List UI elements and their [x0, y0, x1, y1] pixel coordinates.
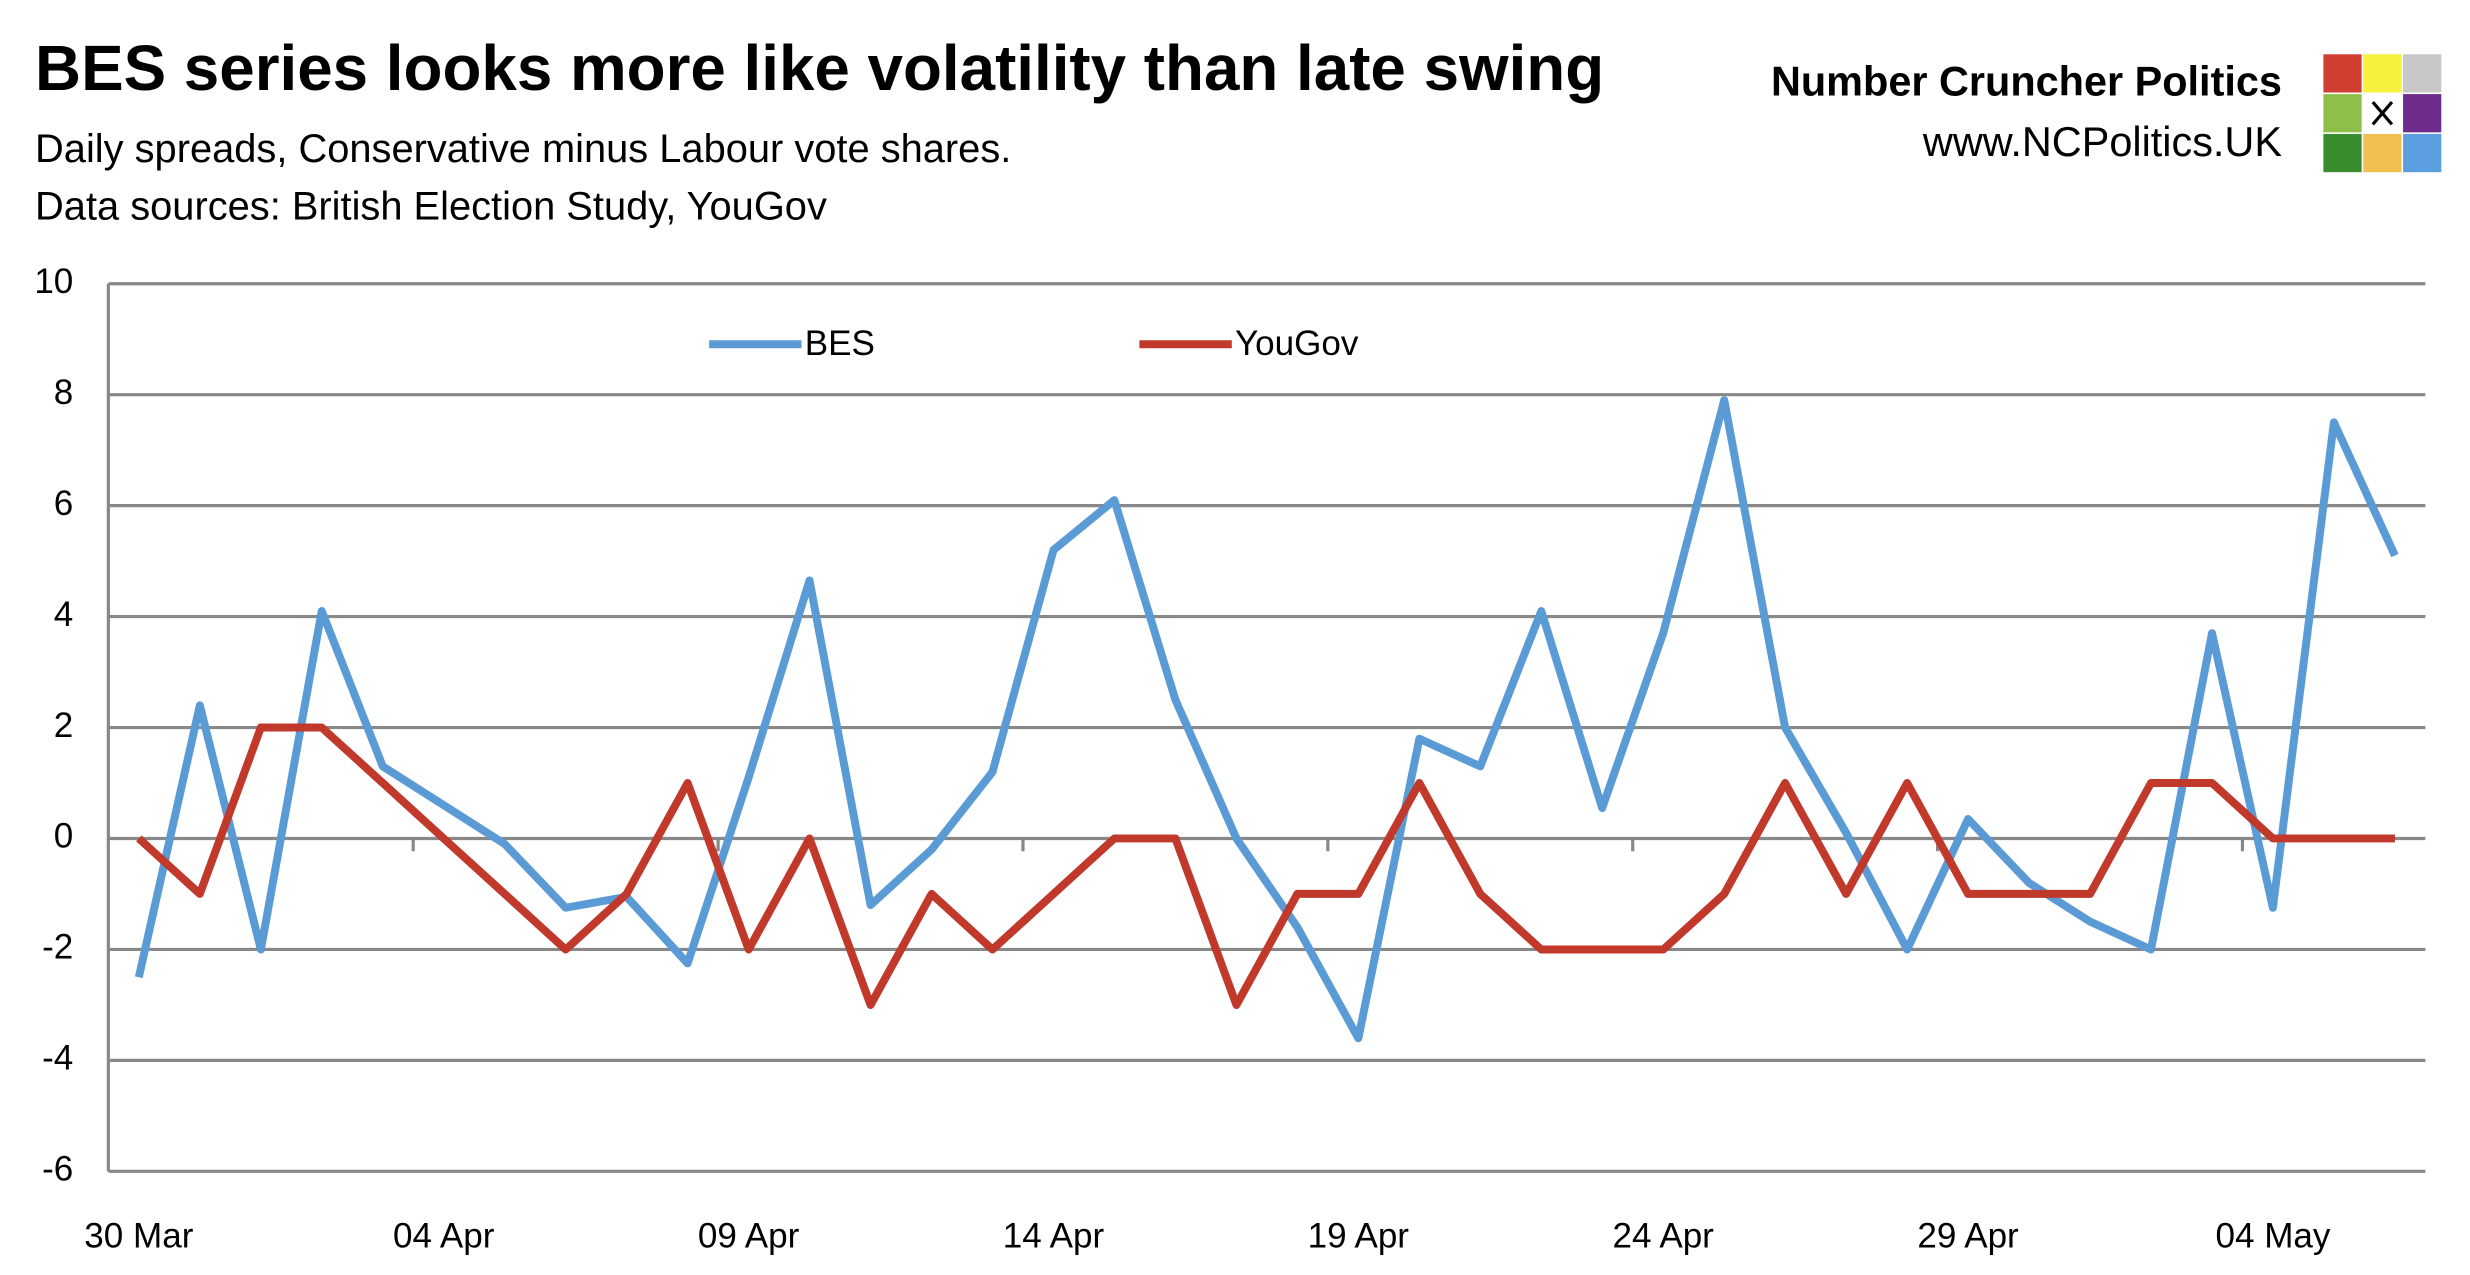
x-tick-label: 09 Apr [698, 1217, 800, 1256]
y-tick-label: -6 [42, 1150, 73, 1189]
x-tick-label: 14 Apr [1003, 1217, 1105, 1256]
logo [2323, 54, 2442, 173]
legend-label: YouGov [1235, 324, 1359, 363]
y-tick-label: 6 [54, 484, 73, 523]
y-tick-label: 2 [54, 706, 73, 745]
x-tick-label: 04 May [2215, 1217, 2330, 1256]
x-tick-label: 29 Apr [1917, 1217, 2019, 1256]
y-tick-label: 8 [54, 373, 73, 412]
y-tick-label: 0 [54, 817, 73, 856]
url: www.NCPolitics.UK [1922, 118, 2282, 165]
x-tick-label: 19 Apr [1308, 1217, 1410, 1256]
subtitle: Daily spreads, Conservative minus Labour… [35, 127, 1011, 171]
y-tick-label: 4 [54, 595, 73, 634]
y-tick-label: -2 [42, 928, 73, 967]
series-line [136, 723, 2395, 1009]
series-line [134, 396, 2399, 1043]
chart-title: BES series looks more like volatility th… [35, 32, 1604, 104]
y-tick-label: 10 [34, 262, 73, 301]
x-tick-label: 04 Apr [393, 1217, 495, 1256]
x-tick-label: 24 Apr [1613, 1217, 1715, 1256]
legend-label: BES [805, 324, 875, 363]
brand: Number Cruncher Politics [1771, 57, 2282, 104]
y-tick-label: -4 [42, 1039, 73, 1078]
subtitle: Data sources: British Election Study, Yo… [35, 184, 827, 228]
x-tick-label: 30 Mar [84, 1217, 193, 1256]
